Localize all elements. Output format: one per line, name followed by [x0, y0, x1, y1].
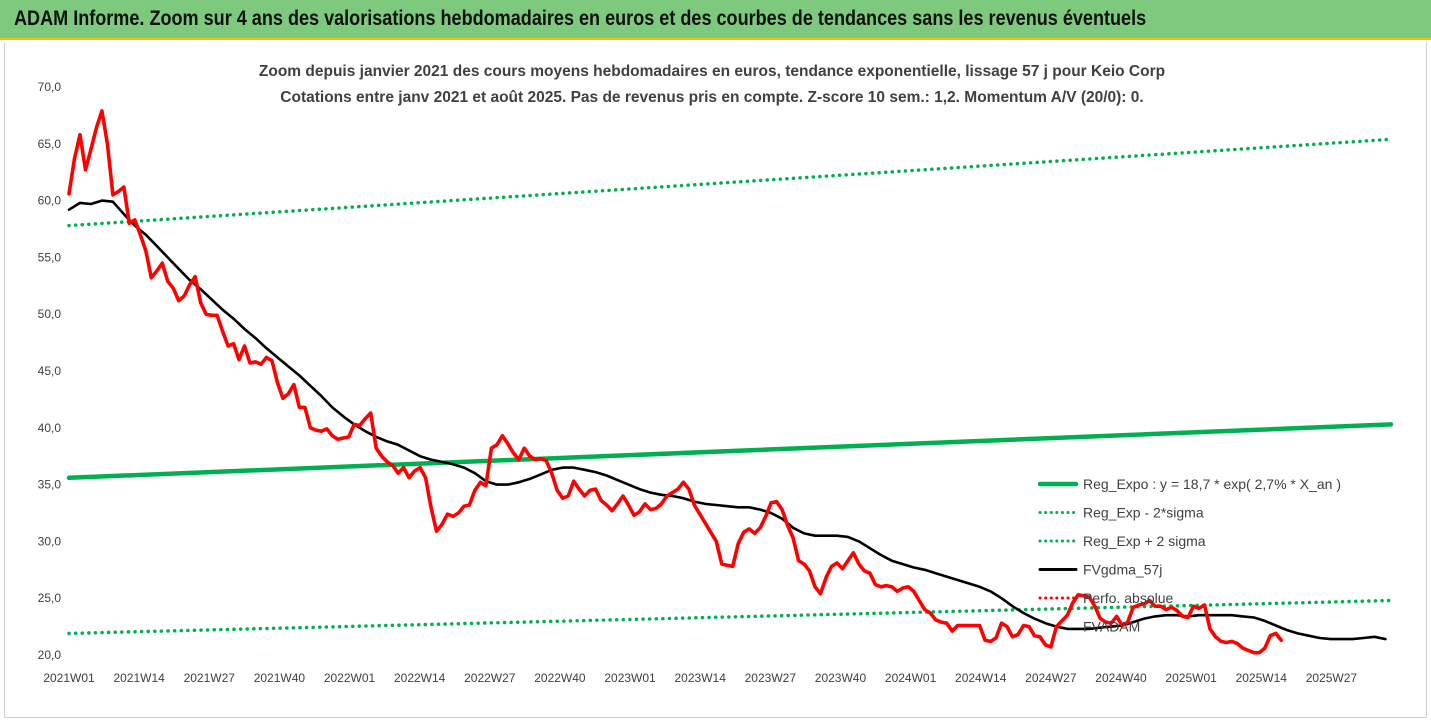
legend-label: Reg_Exp + 2 sigma [1083, 533, 1206, 549]
x-tick-label: 2021W01 [43, 671, 95, 685]
y-tick-label: 65,0 [38, 137, 62, 151]
x-tick-label: 2023W14 [675, 671, 727, 685]
chart-frame [4, 42, 1427, 718]
series-line-4 [67, 109, 1284, 655]
chart-legend: Reg_Expo : y = 18,7 * exp( 2,7% * X_an )… [1037, 476, 1341, 635]
series-line-3 [67, 199, 1387, 641]
x-tick-label: 2024W01 [885, 671, 937, 685]
x-tick-label: 2021W27 [184, 671, 236, 685]
x-tick-label: 2022W01 [324, 671, 376, 685]
x-tick-label: 2025W27 [1306, 671, 1358, 685]
y-tick-label: 45,0 [38, 364, 62, 378]
x-tick-label: 2022W27 [464, 671, 516, 685]
chart-title: Zoom depuis janvier 2021 des cours moyen… [259, 63, 1165, 80]
x-tick-label: 2024W40 [1095, 671, 1147, 685]
y-axis: 20,0 25,0 30,0 35,0 40,0 45,0 50,0 55,0 60,0 65,0… [38, 80, 62, 662]
x-tick-label: 2023W40 [815, 671, 867, 685]
x-tick-label: 2023W01 [604, 671, 656, 685]
y-tick-label: 55,0 [38, 250, 62, 264]
y-tick-label: 40,0 [38, 421, 62, 435]
report-title: ADAM Informe. Zoom sur 4 ans des valoris… [14, 7, 1147, 30]
y-tick-label: 60,0 [38, 194, 62, 208]
y-tick-label: 30,0 [38, 534, 62, 548]
y-tick-label: 25,0 [38, 591, 62, 605]
legend-label: Perfo. absolue [1083, 590, 1173, 606]
y-tick-label: 70,0 [38, 80, 62, 94]
report-banner: ADAM Informe. Zoom sur 4 ans des valoris… [0, 0, 1431, 40]
y-tick-label: 20,0 [38, 648, 62, 662]
x-tick-label: 2023W27 [745, 671, 797, 685]
series-line-2 [67, 137, 1393, 228]
legend-label: Reg_Expo : y = 18,7 * exp( 2,7% * X_an ) [1083, 476, 1341, 492]
x-tick-label: 2022W40 [534, 671, 586, 685]
series-line-0 [66, 422, 1394, 481]
x-tick-label: 2025W01 [1165, 671, 1217, 685]
y-tick-label: 50,0 [38, 307, 62, 321]
x-tick-label: 2024W27 [1025, 671, 1077, 685]
plot-series [66, 109, 1394, 655]
x-tick-label: 2025W14 [1236, 671, 1288, 685]
x-axis: 2021W01 2021W14 2021W27 2021W40 2022W01 2022W… [43, 671, 1357, 685]
x-tick-label: 2021W40 [254, 671, 306, 685]
legend-label: FVADAM [1083, 619, 1140, 635]
x-tick-label: 2024W14 [955, 671, 1007, 685]
x-tick-label: 2022W14 [394, 671, 446, 685]
x-tick-label: 2021W14 [113, 671, 165, 685]
legend-label: FVgdma_57j [1083, 562, 1162, 578]
y-tick-label: 35,0 [38, 478, 62, 492]
legend-label: Reg_Exp - 2*sigma [1083, 505, 1204, 521]
chart-subtitle: Cotations entre janv 2021 et août 2025. … [280, 89, 1143, 106]
